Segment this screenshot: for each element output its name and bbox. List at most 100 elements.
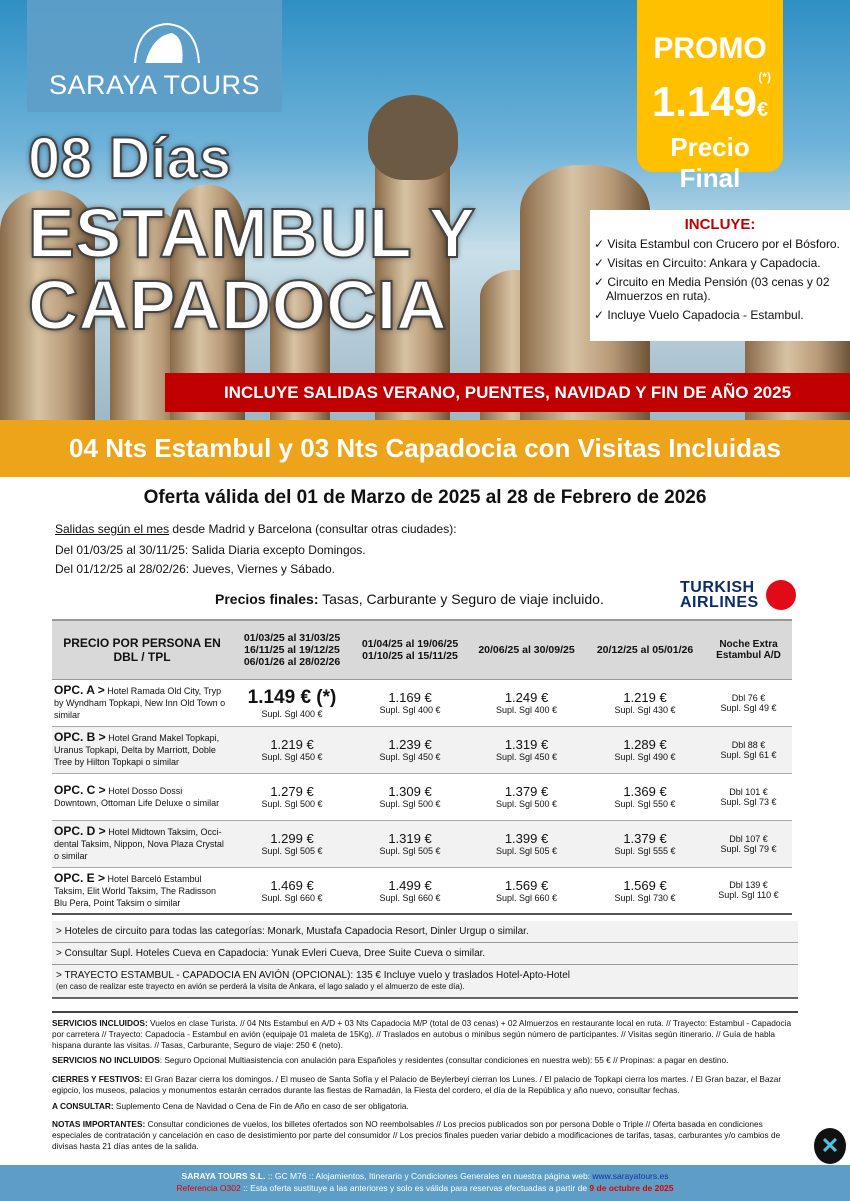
price-cell: 1.219 € Supl. Sgl 450 € bbox=[232, 726, 352, 774]
price: 1.309 € bbox=[388, 784, 432, 799]
table-row: OPC. B > Hotel Grand Makel Topkapi, Uran… bbox=[52, 726, 792, 774]
price-table: PRECIO POR PERSONA EN DBL / TPL 01/03/25 … bbox=[52, 619, 792, 915]
include-item: ✓ Circuito en Media Pensión (03 cenas y … bbox=[594, 275, 830, 303]
price-cell: 1.149 € (*) Supl. Sgl 400 € bbox=[232, 679, 352, 727]
single-supplement: Supl. Sgl 79 € bbox=[720, 843, 777, 854]
single-supplement: Supl. Sgl 61 € bbox=[720, 749, 777, 760]
section-text: : Seguro Opcional Multiasistencia con an… bbox=[159, 1055, 729, 1065]
promo-price: 1.149 bbox=[651, 78, 757, 125]
table-row: OPC. C > Hotel Dosso Dossi Downtown, Ott… bbox=[52, 773, 792, 821]
column-header: 01/03/25 al 31/03/25 16/11/25 al 19/12/2… bbox=[232, 619, 352, 680]
promo-subtitle: Precio Final bbox=[670, 132, 750, 193]
hotel-list: Hotel Ramada Old City, Tryp by Wyndham T… bbox=[54, 686, 226, 720]
departures-line-2: Del 01/12/25 al 28/02/26: Jueves, Vierne… bbox=[55, 562, 335, 576]
price: 1.379 € bbox=[504, 784, 549, 799]
fine-print-section: A CONSULTAR: Suplemento Cena de Navidad … bbox=[52, 1101, 792, 1112]
price-cell: 1.169 € Supl. Sgl 400 € bbox=[352, 679, 468, 727]
price-cell: 1.309 € Supl. Sgl 500 € bbox=[352, 773, 468, 821]
price-cell: 1.299 € Supl. Sgl 505 € bbox=[232, 820, 352, 868]
price-cell: 1.289 € Supl. Sgl 490 € bbox=[585, 726, 705, 774]
price: Dbl 76 € bbox=[731, 692, 766, 703]
airline-line-1: TURKISH bbox=[680, 579, 755, 596]
fine-print-section: SERVICIOS INCLUIDOS: Vuelos en clase Tur… bbox=[52, 1018, 792, 1051]
price-cell: 1.319 € Supl. Sgl 505 € bbox=[352, 820, 468, 868]
price-cell: 1.379 € Supl. Sgl 500 € bbox=[468, 773, 585, 821]
airline-line-2: AIRLINES bbox=[680, 594, 759, 611]
single-supplement: Supl. Sgl 505 € bbox=[379, 846, 441, 856]
hotel-option: OPC. D > Hotel Midtown Taksim, Occi-dent… bbox=[52, 820, 232, 868]
section-text: Suplemento Cena de Navidad o Cena de Fin… bbox=[113, 1101, 409, 1111]
section-label: NOTAS IMPORTANTES: bbox=[52, 1119, 146, 1129]
title-days: 08 Días bbox=[27, 126, 232, 191]
section-text: El Gran Bazar cierra los domingos. / El … bbox=[52, 1074, 782, 1095]
departures-banner: INCLUYE SALIDAS VERANO, PUENTES, NAVIDAD… bbox=[165, 373, 850, 412]
price: 1.169 € bbox=[388, 690, 432, 705]
price-cell: Dbl 107 € Supl. Sgl 79 € bbox=[705, 820, 792, 868]
divider bbox=[52, 1011, 798, 1013]
price: 1.279 € bbox=[270, 784, 314, 799]
table-row: OPC. A > Hotel Ramada Old City, Tryp by … bbox=[52, 679, 792, 727]
section-label: SERVICIOS NO INCLUIDOS bbox=[52, 1055, 160, 1065]
includes-title: INCLUYE: bbox=[684, 216, 756, 233]
footer-date: 9 de octubre de 2025 bbox=[589, 1183, 674, 1193]
option-label: OPC. B > bbox=[54, 730, 106, 744]
price: Dbl 139 € bbox=[729, 880, 768, 891]
hotel-option: OPC. C > Hotel Dosso Dossi Downtown, Ott… bbox=[52, 773, 232, 821]
price-cell: 1.369 € Supl. Sgl 550 € bbox=[585, 773, 705, 821]
include-item: ✓ Incluye Vuelo Capadocia - Estambul. bbox=[594, 308, 804, 322]
hotel-list: Hotel Dosso Dossi Downtown, Ottoman Life… bbox=[54, 786, 220, 808]
note-flight-sub: (en caso de realizar este trayecto en av… bbox=[56, 982, 465, 991]
column-header: PRECIO POR PERSONA EN DBL / TPL bbox=[52, 619, 232, 680]
chat-widget-icon[interactable]: ✕ bbox=[814, 1128, 846, 1164]
section-text: Vuelos en clase Turista. // 04 Nts Estam… bbox=[52, 1018, 792, 1050]
website-link[interactable]: www.sarayatours.es bbox=[592, 1171, 669, 1181]
price: 1.289 € bbox=[623, 737, 667, 752]
price: 1.569 € bbox=[504, 877, 549, 893]
table-row: OPC. D > Hotel Midtown Taksim, Occi-dent… bbox=[52, 820, 792, 868]
single-supplement: Supl. Sgl 450 € bbox=[261, 752, 323, 762]
saraya-tours-logo: SARAYA TOURS bbox=[27, 0, 282, 112]
single-supplement: Supl. Sgl 400 € bbox=[495, 705, 558, 715]
section-label: SERVICIOS INCLUIDOS: bbox=[52, 1018, 148, 1028]
footer-reference: Referencia O302 bbox=[176, 1183, 241, 1193]
table-row: OPC. E > Hotel Barceló Estambul Taksim, … bbox=[52, 867, 792, 915]
single-supplement: Supl. Sgl 500 € bbox=[261, 799, 323, 809]
option-label: OPC. D > bbox=[54, 824, 106, 838]
price: 1.469 € bbox=[270, 877, 314, 893]
price: Dbl 107 € bbox=[729, 833, 768, 844]
logo-emblem-icon bbox=[134, 22, 200, 63]
final-prices-note: Precios finales: Tasas, Carburante y Seg… bbox=[215, 591, 604, 607]
price-cell: 1.569 € Supl. Sgl 730 € bbox=[585, 867, 705, 915]
offer-validity: Oferta válida del 01 de Marzo de 2025 al… bbox=[143, 487, 707, 508]
price-cell: 1.469 € Supl. Sgl 660 € bbox=[232, 867, 352, 915]
final-prices-label: Precios finales: bbox=[215, 591, 319, 607]
nights-banner: 04 Nts Estambul y 03 Nts Capadocia con V… bbox=[0, 420, 850, 477]
footer-text: :: GC M76 :: Alojamientos, Itinerario y … bbox=[265, 1171, 593, 1181]
price: 1.319 € bbox=[504, 737, 549, 752]
price: 1.149 € (*) bbox=[247, 686, 337, 708]
single-supplement: Supl. Sgl 450 € bbox=[495, 752, 558, 762]
promo-label: PROMO bbox=[653, 32, 767, 65]
single-supplement: Supl. Sgl 505 € bbox=[261, 846, 323, 856]
column-header: 01/04/25 al 19/06/25 01/10/25 al 15/11/2… bbox=[352, 619, 468, 680]
price-cell: 1.219 € Supl. Sgl 430 € bbox=[585, 679, 705, 727]
departures-lead-rest: desde Madrid y Barcelona (consultar otra… bbox=[169, 522, 457, 536]
departures-lead: Salidas según el mes desde Madrid y Barc… bbox=[55, 522, 457, 536]
hotel-list: Hotel Midtown Taksim, Occi-dental Taksim… bbox=[54, 827, 224, 861]
price: 1.569 € bbox=[623, 877, 667, 893]
price: 1.219 € bbox=[623, 690, 667, 705]
price: Dbl 101 € bbox=[729, 786, 768, 797]
promo-price-badge: PROMO (*) 1.149€ Precio Final bbox=[637, 0, 783, 193]
column-header: 20/06/25 al 30/09/25 bbox=[468, 619, 585, 680]
price-cell: 1.249 € Supl. Sgl 400 € bbox=[468, 679, 585, 727]
include-item: ✓ Visitas en Circuito: Ankara y Capadoci… bbox=[594, 256, 821, 270]
notes-box: > Hoteles de circuito para todas las cat… bbox=[52, 921, 798, 999]
single-supplement: Supl. Sgl 505 € bbox=[495, 846, 558, 856]
price: 1.369 € bbox=[623, 784, 667, 799]
option-label: OPC. E > bbox=[54, 870, 106, 885]
hero-image: SARAYA TOURS 08 Días ESTAMBUL Y CAPADOCI… bbox=[0, 0, 850, 420]
departures-line-1: Del 01/03/25 al 30/11/25: Salida Diaria … bbox=[55, 543, 366, 557]
single-supplement: Supl. Sgl 49 € bbox=[720, 702, 777, 713]
airline-bird-icon bbox=[766, 580, 796, 610]
section-label: CIERRES Y FESTIVOS: bbox=[52, 1074, 143, 1084]
